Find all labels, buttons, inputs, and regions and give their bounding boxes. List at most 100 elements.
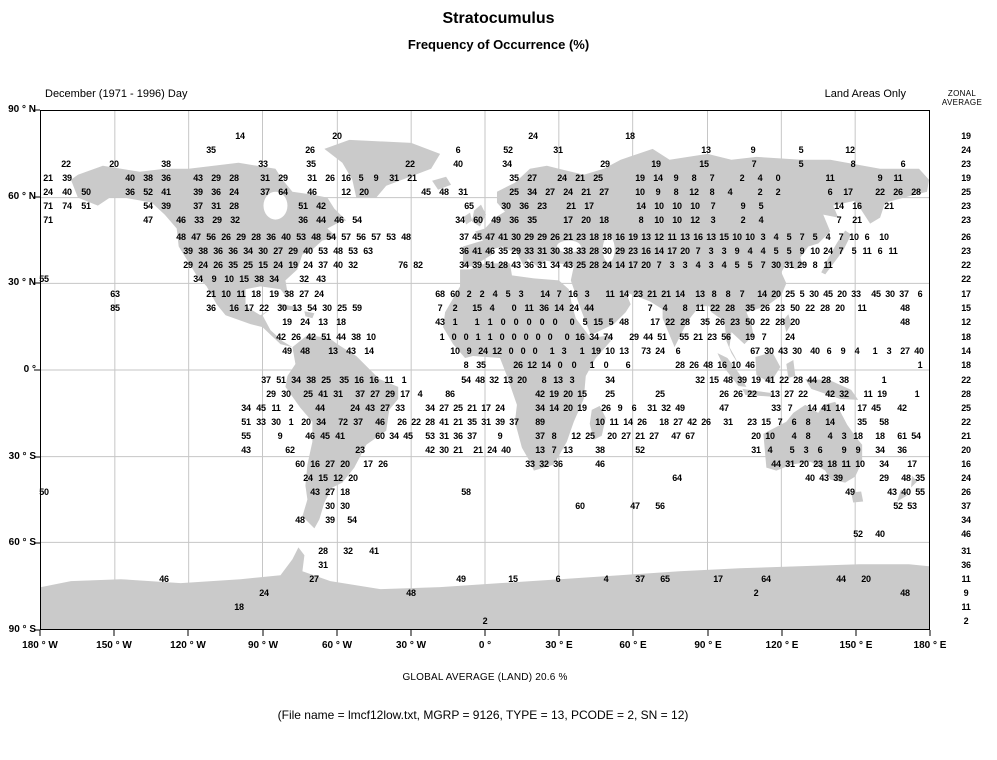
coverage-label: Land Areas Only <box>824 88 906 100</box>
grid-value: 40 <box>805 473 815 483</box>
zonal-header-line1: ZONAL <box>947 89 977 98</box>
grid-value: 25 <box>303 389 313 399</box>
grid-value: 55 <box>915 487 925 497</box>
grid-value: 1 <box>439 332 445 342</box>
grid-value: 20 <box>751 431 761 441</box>
grid-value: 19 <box>288 260 298 270</box>
grid-value: 54 <box>143 201 153 211</box>
caspian-sea <box>602 236 615 263</box>
grid-value: 31 <box>647 403 657 413</box>
grid-value: 60 <box>375 431 385 441</box>
grid-value: 35 <box>527 215 537 225</box>
grid-value: 20 <box>835 303 845 313</box>
grid-value: 4 <box>603 574 609 584</box>
grid-value: 10 <box>879 232 889 242</box>
japan <box>821 230 852 275</box>
grid-value: 43 <box>365 403 375 413</box>
grid-value: 7 <box>556 289 562 299</box>
grid-value: 9 <box>497 431 503 441</box>
grid-value: 15 <box>593 317 603 327</box>
grid-value: 36 <box>266 232 276 242</box>
grid-value: 33 <box>395 403 405 413</box>
grid-value: 24 <box>229 187 239 197</box>
grid-value: 28 <box>589 260 599 270</box>
grid-value: 1 <box>401 375 407 385</box>
grid-value: 5 <box>789 445 795 455</box>
grid-value: 34 <box>459 260 469 270</box>
grid-value: 31 <box>307 173 317 183</box>
grid-value: 21 <box>581 187 591 197</box>
hudson-bay <box>263 191 288 220</box>
grid-value: 34 <box>241 403 251 413</box>
grid-value: 24 <box>478 346 488 356</box>
grid-value: 13 <box>292 303 302 313</box>
grid-value: 45 <box>421 187 431 197</box>
grid-value: 68 <box>435 289 445 299</box>
grid-value: 32 <box>343 546 353 556</box>
lon-axis-label: 90 ° E <box>694 640 722 651</box>
grid-value: 26 <box>733 389 743 399</box>
grid-value: 2 <box>740 215 746 225</box>
grid-value: 40 <box>62 187 72 197</box>
new-zealand-south <box>897 489 908 502</box>
grid-value: 14 <box>549 403 559 413</box>
grid-value: 10 <box>745 232 755 242</box>
grid-value: 8 <box>725 289 731 299</box>
new-guinea <box>805 378 859 400</box>
grid-value: 64 <box>672 473 682 483</box>
grid-value: 21 <box>852 215 862 225</box>
inland-seas <box>263 191 615 263</box>
grid-value: 20 <box>641 260 651 270</box>
grid-value: 46 <box>176 215 186 225</box>
zonal-average-value: 20 <box>961 445 971 455</box>
grid-value: 11 <box>236 289 246 299</box>
grid-value: 29 <box>600 159 610 169</box>
grid-value: 8 <box>551 431 557 441</box>
zonal-average-value: 16 <box>961 459 971 469</box>
grid-value: 3 <box>561 346 567 356</box>
grid-value: 44 <box>336 332 346 342</box>
grid-value: 12 <box>689 187 699 197</box>
grid-value: 22 <box>405 159 415 169</box>
grid-value: 16 <box>354 375 364 385</box>
grid-value: 36 <box>161 173 171 183</box>
grid-value: 24 <box>259 588 269 598</box>
grid-value: 45 <box>871 289 881 299</box>
zonal-average-value: 24 <box>961 145 971 155</box>
grid-value: 51 <box>657 332 667 342</box>
grid-value: 38 <box>563 246 573 256</box>
grid-value: 36 <box>206 303 216 313</box>
grid-value: 3 <box>721 246 727 256</box>
lon-axis-label: 60 ° W <box>321 640 353 651</box>
lon-axis-label: 120 ° E <box>765 640 799 651</box>
grid-value: 12 <box>654 232 664 242</box>
zonal-average-value: 19 <box>961 173 971 183</box>
grid-value: 49 <box>675 403 685 413</box>
grid-value: 3 <box>569 375 575 385</box>
grid-value: 10 <box>450 346 460 356</box>
grid-value: 24 <box>528 131 538 141</box>
grid-value: 29 <box>879 473 889 483</box>
grid-value: 30 <box>885 289 895 299</box>
grid-value: 26 <box>213 260 223 270</box>
grid-value: 2 <box>757 187 763 197</box>
grid-value: 23 <box>707 332 717 342</box>
grid-value: 36 <box>524 260 534 270</box>
grid-value: 36 <box>298 215 308 225</box>
grid-value: 30 <box>277 303 287 313</box>
grid-value: 4 <box>773 232 779 242</box>
grid-value: 63 <box>363 246 373 256</box>
grid-value: 54 <box>352 215 362 225</box>
grid-value: 33 <box>525 459 535 469</box>
grid-value: 20 <box>837 289 847 299</box>
grid-value: 50 <box>745 317 755 327</box>
grid-value: 57 <box>371 232 381 242</box>
zonal-average-value: 23 <box>961 215 971 225</box>
zonal-average-value: 21 <box>961 431 971 441</box>
grid-value: 31 <box>751 445 761 455</box>
java <box>742 388 775 397</box>
grid-value: 46 <box>305 431 315 441</box>
zonal-average-value: 14 <box>961 346 971 356</box>
grid-value: 26 <box>719 389 729 399</box>
